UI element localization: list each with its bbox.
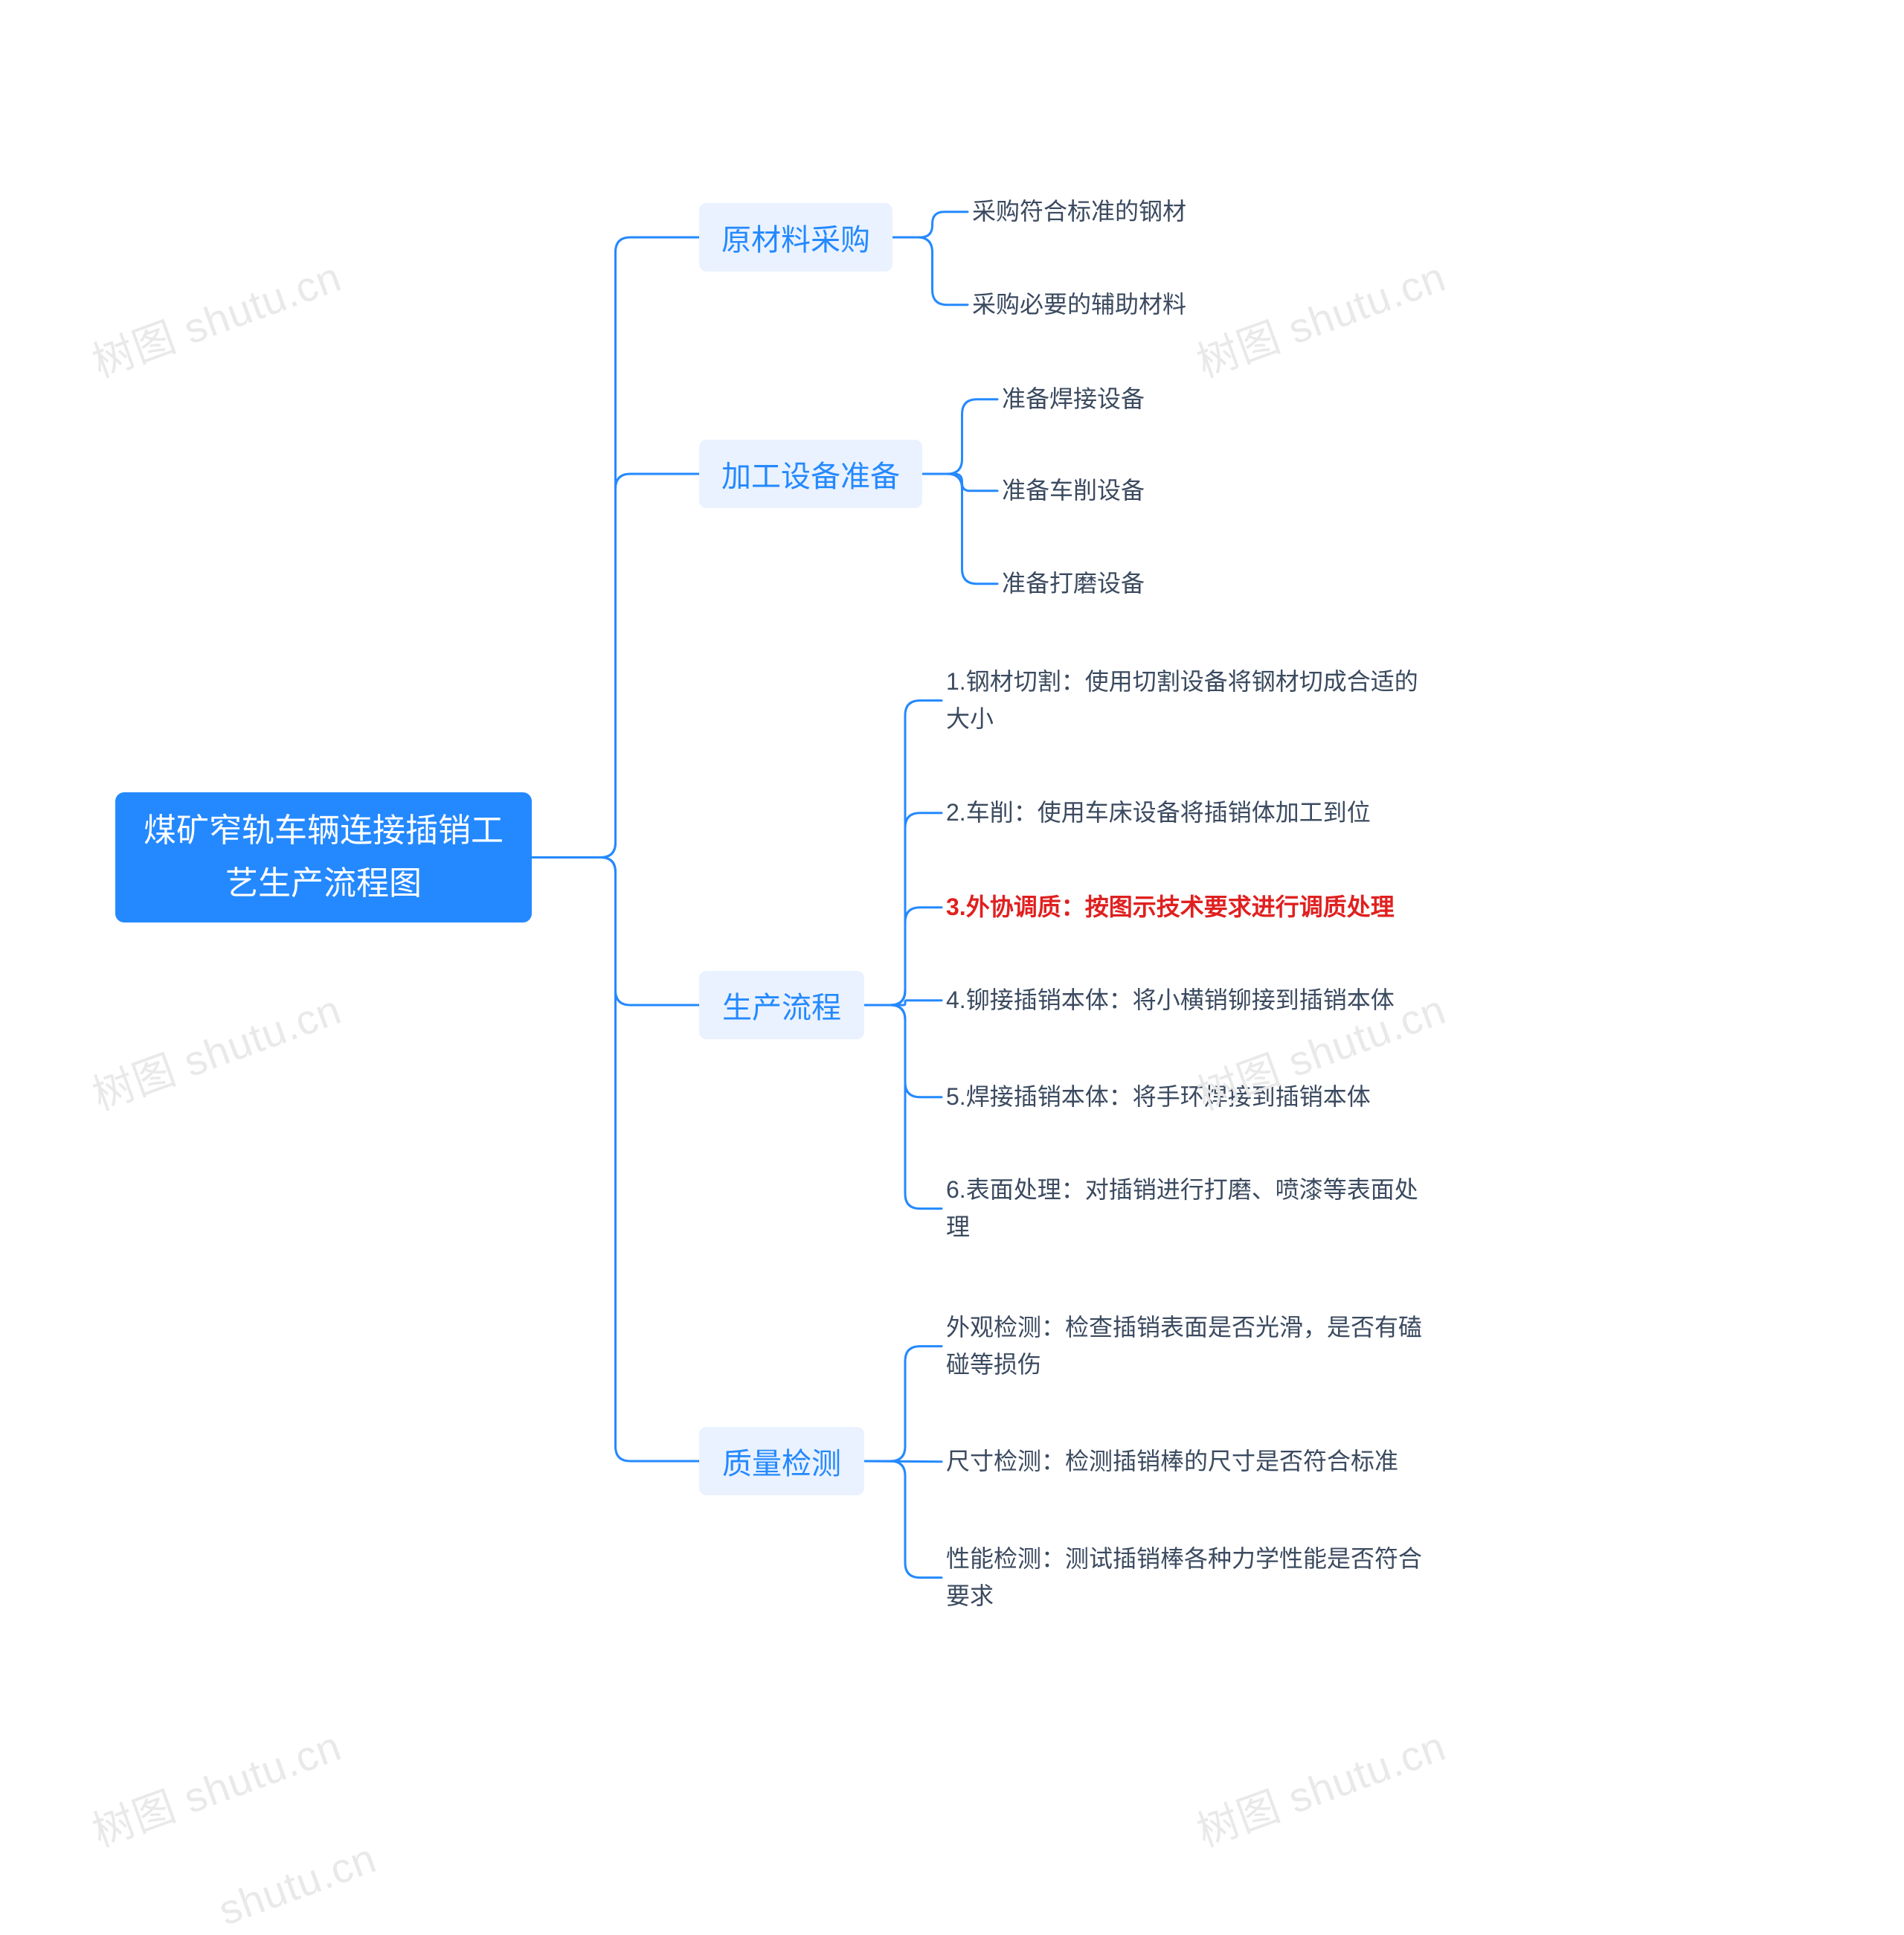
- watermark: shutu.cn: [213, 1833, 383, 1934]
- leaf-node[interactable]: 准备打磨设备: [1002, 565, 1145, 603]
- watermark: 树图 shutu.cn: [83, 244, 349, 390]
- leaf-node[interactable]: 采购必要的辅助材料: [972, 286, 1186, 324]
- leaf-node[interactable]: 6.表面处理：对插销进行打磨、喷漆等表面处理: [946, 1172, 1437, 1245]
- branch-equipment-prep[interactable]: 加工设备准备: [699, 440, 922, 508]
- leaf-node[interactable]: 外观检测：检查插销表面是否光滑，是否有磕碰等损伤: [946, 1309, 1437, 1383]
- mindmap-canvas: 煤矿窄轨车辆连接插销工艺生产流程图 原材料采购 加工设备准备 生产流程 质量检测…: [0, 0, 1904, 1884]
- watermark: 树图 shutu.cn: [83, 1713, 349, 1859]
- branch-label: 原材料采购: [721, 216, 870, 259]
- leaf-node[interactable]: 2.车削：使用车床设备将插销体加工到位: [946, 795, 1371, 832]
- branch-label: 加工设备准备: [721, 452, 900, 495]
- watermark: 树图 shutu.cn: [1188, 244, 1453, 390]
- leaf-node[interactable]: 5.焊接插销本体：将手环焊接到插销本体: [946, 1079, 1371, 1116]
- leaf-node[interactable]: 尺寸检测：检测插销棒的尺寸是否符合标准: [946, 1443, 1398, 1480]
- leaf-node[interactable]: 准备焊接设备: [1002, 381, 1145, 418]
- root-label: 煤矿窄轨车辆连接插销工艺生产流程图: [138, 805, 509, 910]
- watermark: 树图 shutu.cn: [1188, 1713, 1453, 1859]
- branch-label: 质量检测: [722, 1440, 841, 1483]
- root-node[interactable]: 煤矿窄轨车辆连接插销工艺生产流程图: [115, 792, 532, 922]
- branch-quality[interactable]: 质量检测: [699, 1427, 864, 1495]
- branch-production[interactable]: 生产流程: [699, 971, 864, 1039]
- leaf-node[interactable]: 性能检测：测试插销棒各种力学性能是否符合要求: [946, 1541, 1437, 1614]
- leaf-node[interactable]: 4.铆接插销本体：将小横销铆接到插销本体: [946, 982, 1395, 1019]
- leaf-node-highlight[interactable]: 3.外协调质：按图示技术要求进行调质处理: [946, 889, 1395, 926]
- leaf-node[interactable]: 1.钢材切割：使用切割设备将钢材切成合适的大小: [946, 664, 1437, 737]
- branch-raw-materials[interactable]: 原材料采购: [699, 203, 892, 272]
- leaf-node[interactable]: 采购符合标准的钢材: [972, 193, 1186, 231]
- watermark: 树图 shutu.cn: [83, 977, 349, 1123]
- branch-label: 生产流程: [722, 983, 841, 1027]
- leaf-node[interactable]: 准备车削设备: [1002, 472, 1145, 510]
